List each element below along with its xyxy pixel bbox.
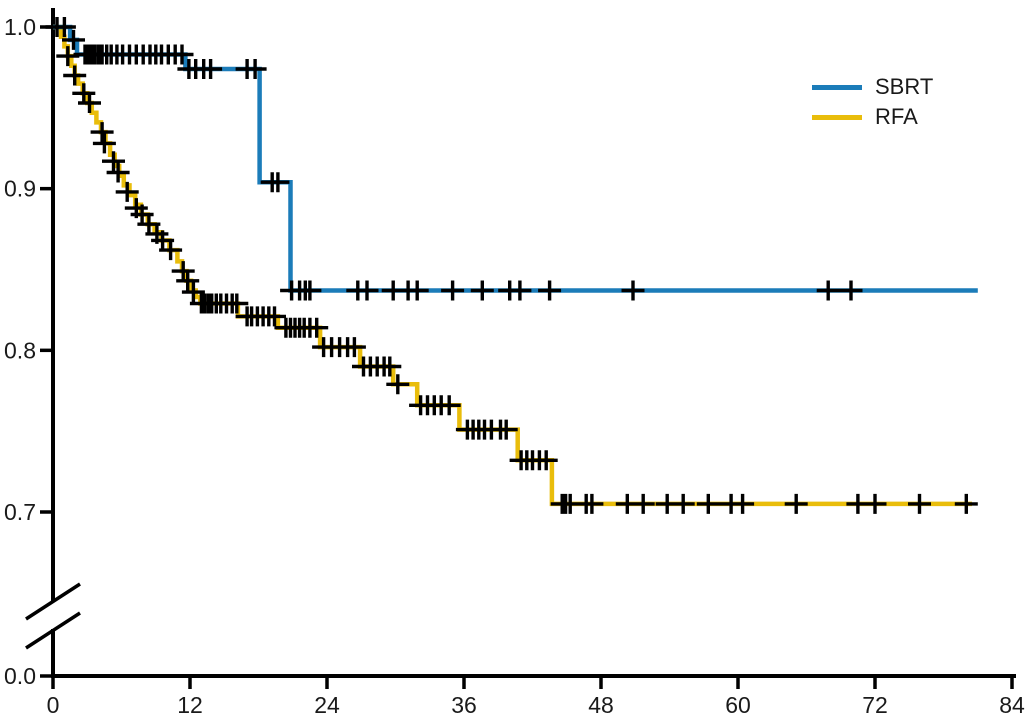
sbrt-censor-marks xyxy=(45,17,863,301)
legend-label-rfa: RFA xyxy=(875,104,918,129)
x-tick-label: 60 xyxy=(725,692,751,718)
y-tick-label: 0.9 xyxy=(4,176,36,202)
y-tick-label: 0.7 xyxy=(4,499,36,525)
y-tick-label: 0.8 xyxy=(4,337,36,363)
x-tick-label: 84 xyxy=(999,692,1025,718)
legend-label-sbrt: SBRT xyxy=(875,74,934,99)
y-ticks: 1.0 0.9 0.8 0.7 0.0 xyxy=(4,14,52,689)
y-axis-break-icon xyxy=(25,582,81,650)
x-tick-label: 24 xyxy=(314,692,340,718)
y-tick-label: 0.0 xyxy=(4,663,36,689)
legend-item-rfa: RFA xyxy=(812,102,933,132)
x-ticks: 0 12 24 36 48 60 72 84 xyxy=(47,676,1025,718)
chart-legend: SBRT RFA xyxy=(812,72,933,132)
x-tick-label: 72 xyxy=(862,692,888,718)
x-tick-label: 36 xyxy=(451,692,477,718)
y-tick-label: 1.0 xyxy=(4,14,36,40)
x-tick-label: 48 xyxy=(588,692,614,718)
x-tick-label: 12 xyxy=(177,692,203,718)
rfa-censor-marks xyxy=(56,46,978,514)
sbrt-survival-curve xyxy=(53,24,978,293)
x-tick-label: 0 xyxy=(47,692,60,718)
rfa-line-swatch xyxy=(812,114,862,120)
axes xyxy=(25,8,1016,678)
legend-item-sbrt: SBRT xyxy=(812,72,933,102)
sbrt-line-swatch xyxy=(812,84,862,90)
